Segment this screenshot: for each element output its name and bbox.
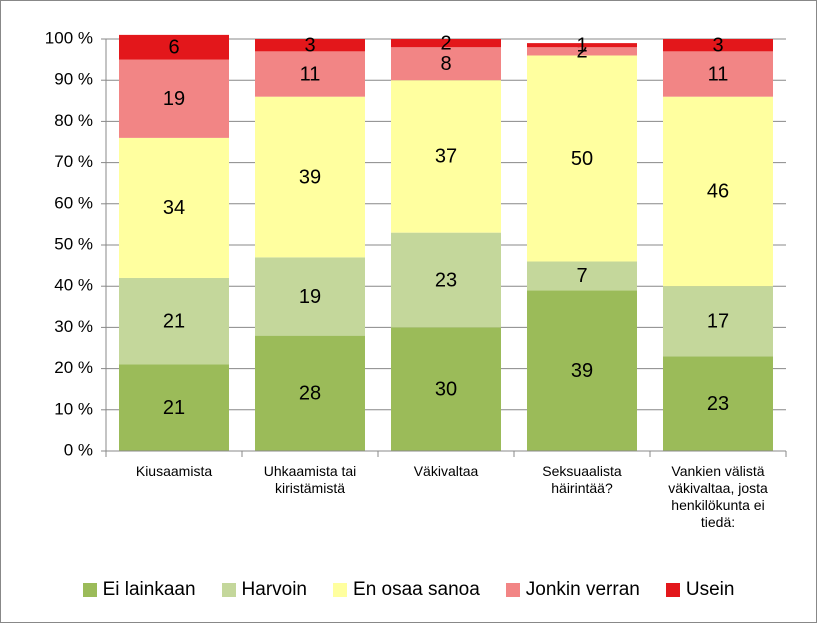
legend-label: En osaa sanoa (353, 579, 480, 600)
legend-label: Ei lainkaan (102, 579, 196, 600)
data-label: 39 (571, 360, 593, 382)
y-tick-label: 20 % (54, 358, 93, 377)
bar-segment (527, 43, 637, 48)
data-label: 11 (708, 63, 729, 85)
bar-segment (119, 59, 229, 138)
data-label: 7 (576, 265, 587, 287)
legend-label: Usein (685, 579, 735, 600)
bar-segment (255, 96, 365, 258)
bar-segment (527, 261, 637, 291)
legend-item: Jonkin verran (505, 579, 640, 601)
legend-item: Harvoin (221, 579, 308, 601)
bar-segment (527, 55, 637, 262)
legend-label: Jonkin verran (525, 579, 640, 600)
legend-swatch (505, 583, 520, 597)
y-tick-label: 70 % (54, 152, 93, 171)
data-label: 1 (576, 34, 587, 56)
data-label: 17 (707, 311, 729, 333)
data-label: 28 (299, 383, 321, 405)
bar-segment (391, 47, 501, 81)
data-label: 19 (163, 88, 185, 110)
bar-segment (391, 327, 501, 451)
data-label: 2 (576, 41, 587, 63)
data-label: 39 (299, 166, 321, 188)
legend-label: Harvoin (241, 579, 308, 600)
y-tick-label: 10 % (54, 399, 93, 418)
bar-segment (663, 39, 773, 52)
data-label: 8 (440, 53, 451, 75)
data-label: 37 (435, 146, 457, 168)
y-tick-label: 100 % (45, 28, 93, 47)
bar-segment (255, 335, 365, 451)
legend-swatch (665, 583, 680, 597)
y-tick-label: 0 % (64, 440, 93, 459)
data-label: 21 (163, 397, 185, 419)
data-label: 6 (168, 37, 179, 59)
y-tick-label: 50 % (54, 234, 93, 253)
data-label: 50 (571, 148, 593, 170)
y-tick-label: 30 % (54, 317, 93, 336)
bar-segment (663, 356, 773, 451)
x-tick-label: Kiusaamista (135, 463, 213, 479)
legend-swatch (221, 583, 236, 597)
data-label: 3 (712, 34, 723, 56)
data-label: 21 (163, 311, 185, 333)
legend-item: En osaa sanoa (333, 579, 480, 601)
bar-segment (663, 51, 773, 97)
bar-segment (255, 257, 365, 336)
legend: Ei lainkaan Harvoin En osaa sanoa Jonkin ve… (1, 579, 816, 601)
bar-segment (663, 286, 773, 357)
bar-segment (119, 137, 229, 278)
y-tick-label: 80 % (54, 111, 93, 130)
bar-segment (119, 277, 229, 365)
x-tick-label: Väkivaltaa (413, 463, 479, 479)
data-label: 19 (299, 286, 321, 308)
data-label: 23 (707, 393, 729, 415)
bar-segment (255, 39, 365, 52)
bar-segment (391, 39, 501, 48)
y-tick-label: 60 % (54, 193, 93, 212)
x-tick-label: Uhkaamista tai kiristämistä (263, 463, 357, 496)
bar-segment (663, 96, 773, 287)
x-tick-label: Seksuaalista häirintää? (542, 463, 622, 496)
legend-swatch (333, 583, 348, 597)
data-label: 46 (707, 181, 729, 203)
legend-item: Ei lainkaan (82, 579, 196, 601)
data-label: 34 (163, 197, 185, 219)
bar-segment (391, 232, 501, 328)
data-label: 2 (440, 32, 451, 54)
bar-segment (527, 290, 637, 451)
data-label: 11 (300, 63, 321, 85)
legend-swatch (82, 583, 97, 597)
bar-segment (119, 34, 229, 60)
bar-segment (255, 51, 365, 97)
data-label: 3 (304, 34, 315, 56)
bar-segment (527, 47, 637, 56)
y-tick-label: 40 % (54, 276, 93, 295)
bar-segment (119, 364, 229, 451)
bar-segment (391, 80, 501, 233)
x-tick-label: Vankien välistä väkivaltaa, josta henkil… (668, 463, 768, 530)
legend-item: Usein (665, 579, 735, 601)
data-label: 30 (435, 378, 457, 400)
data-label: 23 (435, 269, 457, 291)
y-tick-label: 90 % (54, 70, 93, 89)
